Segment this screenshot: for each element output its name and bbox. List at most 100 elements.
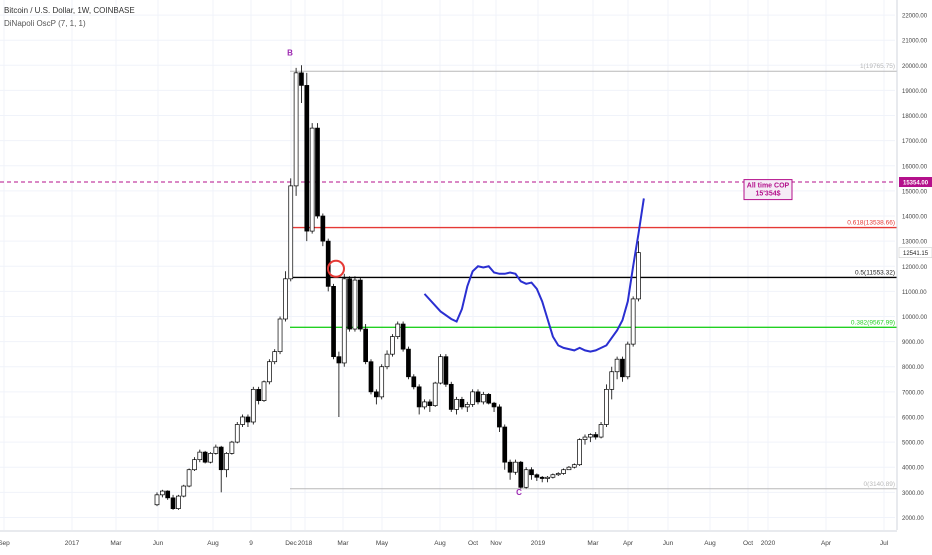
candle-body <box>213 446 219 454</box>
ath-annotation-line1: All time COP <box>747 183 790 190</box>
x-tick-label: Apr <box>821 540 832 547</box>
y-tick-label: 8000.00 <box>902 365 924 371</box>
y-tick-label: 9000.00 <box>902 340 924 346</box>
candle-body <box>336 356 342 364</box>
candle-body <box>443 356 449 385</box>
y-tick-label: 21000.00 <box>902 39 928 45</box>
x-tick-label: 9 <box>249 540 253 547</box>
candle-body <box>587 434 593 438</box>
candle-body <box>555 473 561 476</box>
fib-label: 1(19765.75) <box>860 63 895 70</box>
wave-label-c: C <box>516 488 522 497</box>
candle-body <box>518 461 524 488</box>
candle-body <box>202 451 208 463</box>
candle-body <box>502 426 508 463</box>
ath-price-tag <box>899 177 932 188</box>
y-tick-label: 5000.00 <box>902 441 924 447</box>
candle-body <box>497 406 502 428</box>
candle-body <box>384 353 390 368</box>
candle-body <box>245 416 251 423</box>
candle-body <box>293 72 299 187</box>
candle-body <box>192 459 197 471</box>
candle-body <box>459 399 465 408</box>
x-tick-label: Sep <box>0 540 10 547</box>
candle-body <box>620 358 625 378</box>
candle-body <box>529 469 534 476</box>
fib-label: 0(3140.89) <box>864 481 895 488</box>
y-tick-label: 22000.00 <box>902 14 928 20</box>
candle-body <box>507 461 513 473</box>
candle-body <box>481 394 486 403</box>
y-tick-label: 12000.00 <box>902 265 928 271</box>
candle-body <box>513 461 518 473</box>
candle-body <box>186 469 192 487</box>
x-tick-label: Oct <box>468 540 478 547</box>
x-tick-label: Mar <box>110 540 122 547</box>
x-tick-label: Nov <box>490 540 502 547</box>
candle-body <box>400 323 406 350</box>
candle-body <box>470 391 475 405</box>
x-tick-label: Aug <box>207 540 219 547</box>
x-tick-label: 2019 <box>531 540 546 547</box>
y-tick-label: 7000.00 <box>902 390 924 396</box>
y-tick-label: 4000.00 <box>902 466 924 472</box>
candle-body <box>240 416 245 425</box>
candle-body <box>523 469 529 488</box>
candle-body <box>604 388 609 425</box>
candle-body <box>170 497 176 509</box>
candle-body <box>454 399 459 410</box>
y-tick-label: 18000.00 <box>902 114 928 120</box>
candle-body <box>571 464 577 468</box>
y-tick-label: 17000.00 <box>902 139 928 145</box>
candle-body <box>331 286 336 358</box>
candle-body <box>250 388 256 423</box>
candle-body <box>197 451 203 461</box>
candle-body <box>283 278 288 320</box>
candle-body <box>272 351 278 363</box>
y-tick-label: 15000.00 <box>902 189 928 195</box>
x-tick-label: 2017 <box>65 540 80 547</box>
candle-body <box>609 371 615 390</box>
chart-title: Bitcoin / U.S. Dollar, 1W, COINBASE <box>4 6 135 15</box>
candle-body <box>534 474 540 478</box>
dinapoli-oscillator-line <box>423 198 645 353</box>
candle-body <box>625 343 631 378</box>
x-tick-label: May <box>376 540 389 547</box>
y-tick-label: 20000.00 <box>902 64 928 70</box>
candle-body <box>491 402 497 408</box>
candle-body <box>363 328 368 363</box>
candle-body <box>309 127 315 232</box>
y-tick-label: 6000.00 <box>902 415 924 421</box>
ath-annotation-line2: 15'354$ <box>755 191 780 198</box>
y-tick-label: 13000.00 <box>902 240 928 246</box>
candle-body <box>539 476 545 479</box>
candle-body <box>320 215 326 242</box>
candle-body <box>598 424 604 438</box>
x-tick-label: Mar <box>587 540 599 547</box>
candle-body <box>304 85 310 232</box>
x-tick-label: Oct <box>743 540 753 547</box>
candle-body <box>267 361 272 383</box>
candle-body <box>181 485 187 497</box>
candle-body <box>154 494 160 506</box>
candle-body <box>229 441 235 454</box>
y-tick-label: 2000.00 <box>902 516 924 522</box>
y-tick-label: 3000.00 <box>902 491 924 497</box>
candle-body <box>486 394 492 404</box>
candle-body <box>176 495 181 509</box>
candle-body <box>379 366 385 398</box>
x-tick-label: Jun <box>663 540 674 547</box>
x-tick-label: 2020 <box>761 540 776 547</box>
fib-label: 0.5(11553.32) <box>855 269 895 276</box>
candle-body <box>218 446 224 471</box>
y-tick-label: 14000.00 <box>902 215 928 221</box>
candle-body <box>347 278 352 330</box>
candle-body <box>406 348 411 378</box>
candle-body <box>566 466 572 471</box>
indicator-label: DiNapoli OscP (7, 1, 1) <box>4 19 86 28</box>
candle-body <box>277 318 283 353</box>
last-price-tag <box>898 247 932 258</box>
x-tick-label: Jul <box>880 540 889 547</box>
